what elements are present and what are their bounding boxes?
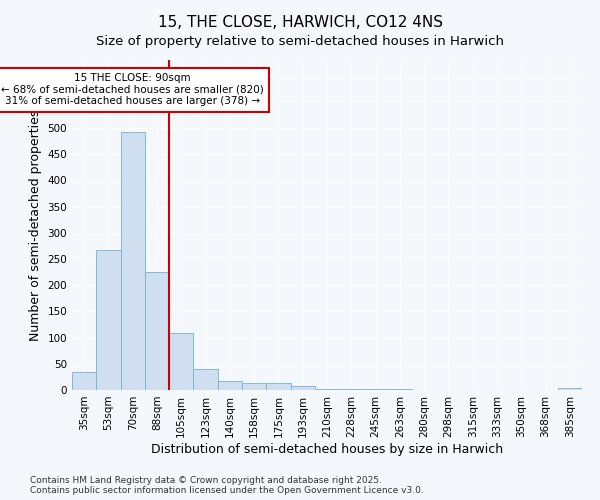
Text: Size of property relative to semi-detached houses in Harwich: Size of property relative to semi-detach… xyxy=(96,35,504,48)
Text: Contains HM Land Registry data © Crown copyright and database right 2025.
Contai: Contains HM Land Registry data © Crown c… xyxy=(30,476,424,495)
Bar xyxy=(558,388,582,390)
Bar xyxy=(242,382,266,390)
Bar xyxy=(290,386,315,390)
Bar xyxy=(72,372,96,390)
X-axis label: Distribution of semi-detached houses by size in Harwich: Distribution of semi-detached houses by … xyxy=(151,442,503,456)
Text: 15, THE CLOSE, HARWICH, CO12 4NS: 15, THE CLOSE, HARWICH, CO12 4NS xyxy=(157,15,443,30)
Bar xyxy=(193,369,218,390)
Bar xyxy=(121,132,145,390)
Bar xyxy=(315,389,339,390)
Bar xyxy=(218,381,242,390)
Bar xyxy=(145,272,169,390)
Bar xyxy=(96,250,121,390)
Bar xyxy=(266,382,290,390)
Y-axis label: Number of semi-detached properties: Number of semi-detached properties xyxy=(29,110,42,340)
Bar xyxy=(169,333,193,390)
Text: 15 THE CLOSE: 90sqm
← 68% of semi-detached houses are smaller (820)
31% of semi-: 15 THE CLOSE: 90sqm ← 68% of semi-detach… xyxy=(1,73,264,106)
